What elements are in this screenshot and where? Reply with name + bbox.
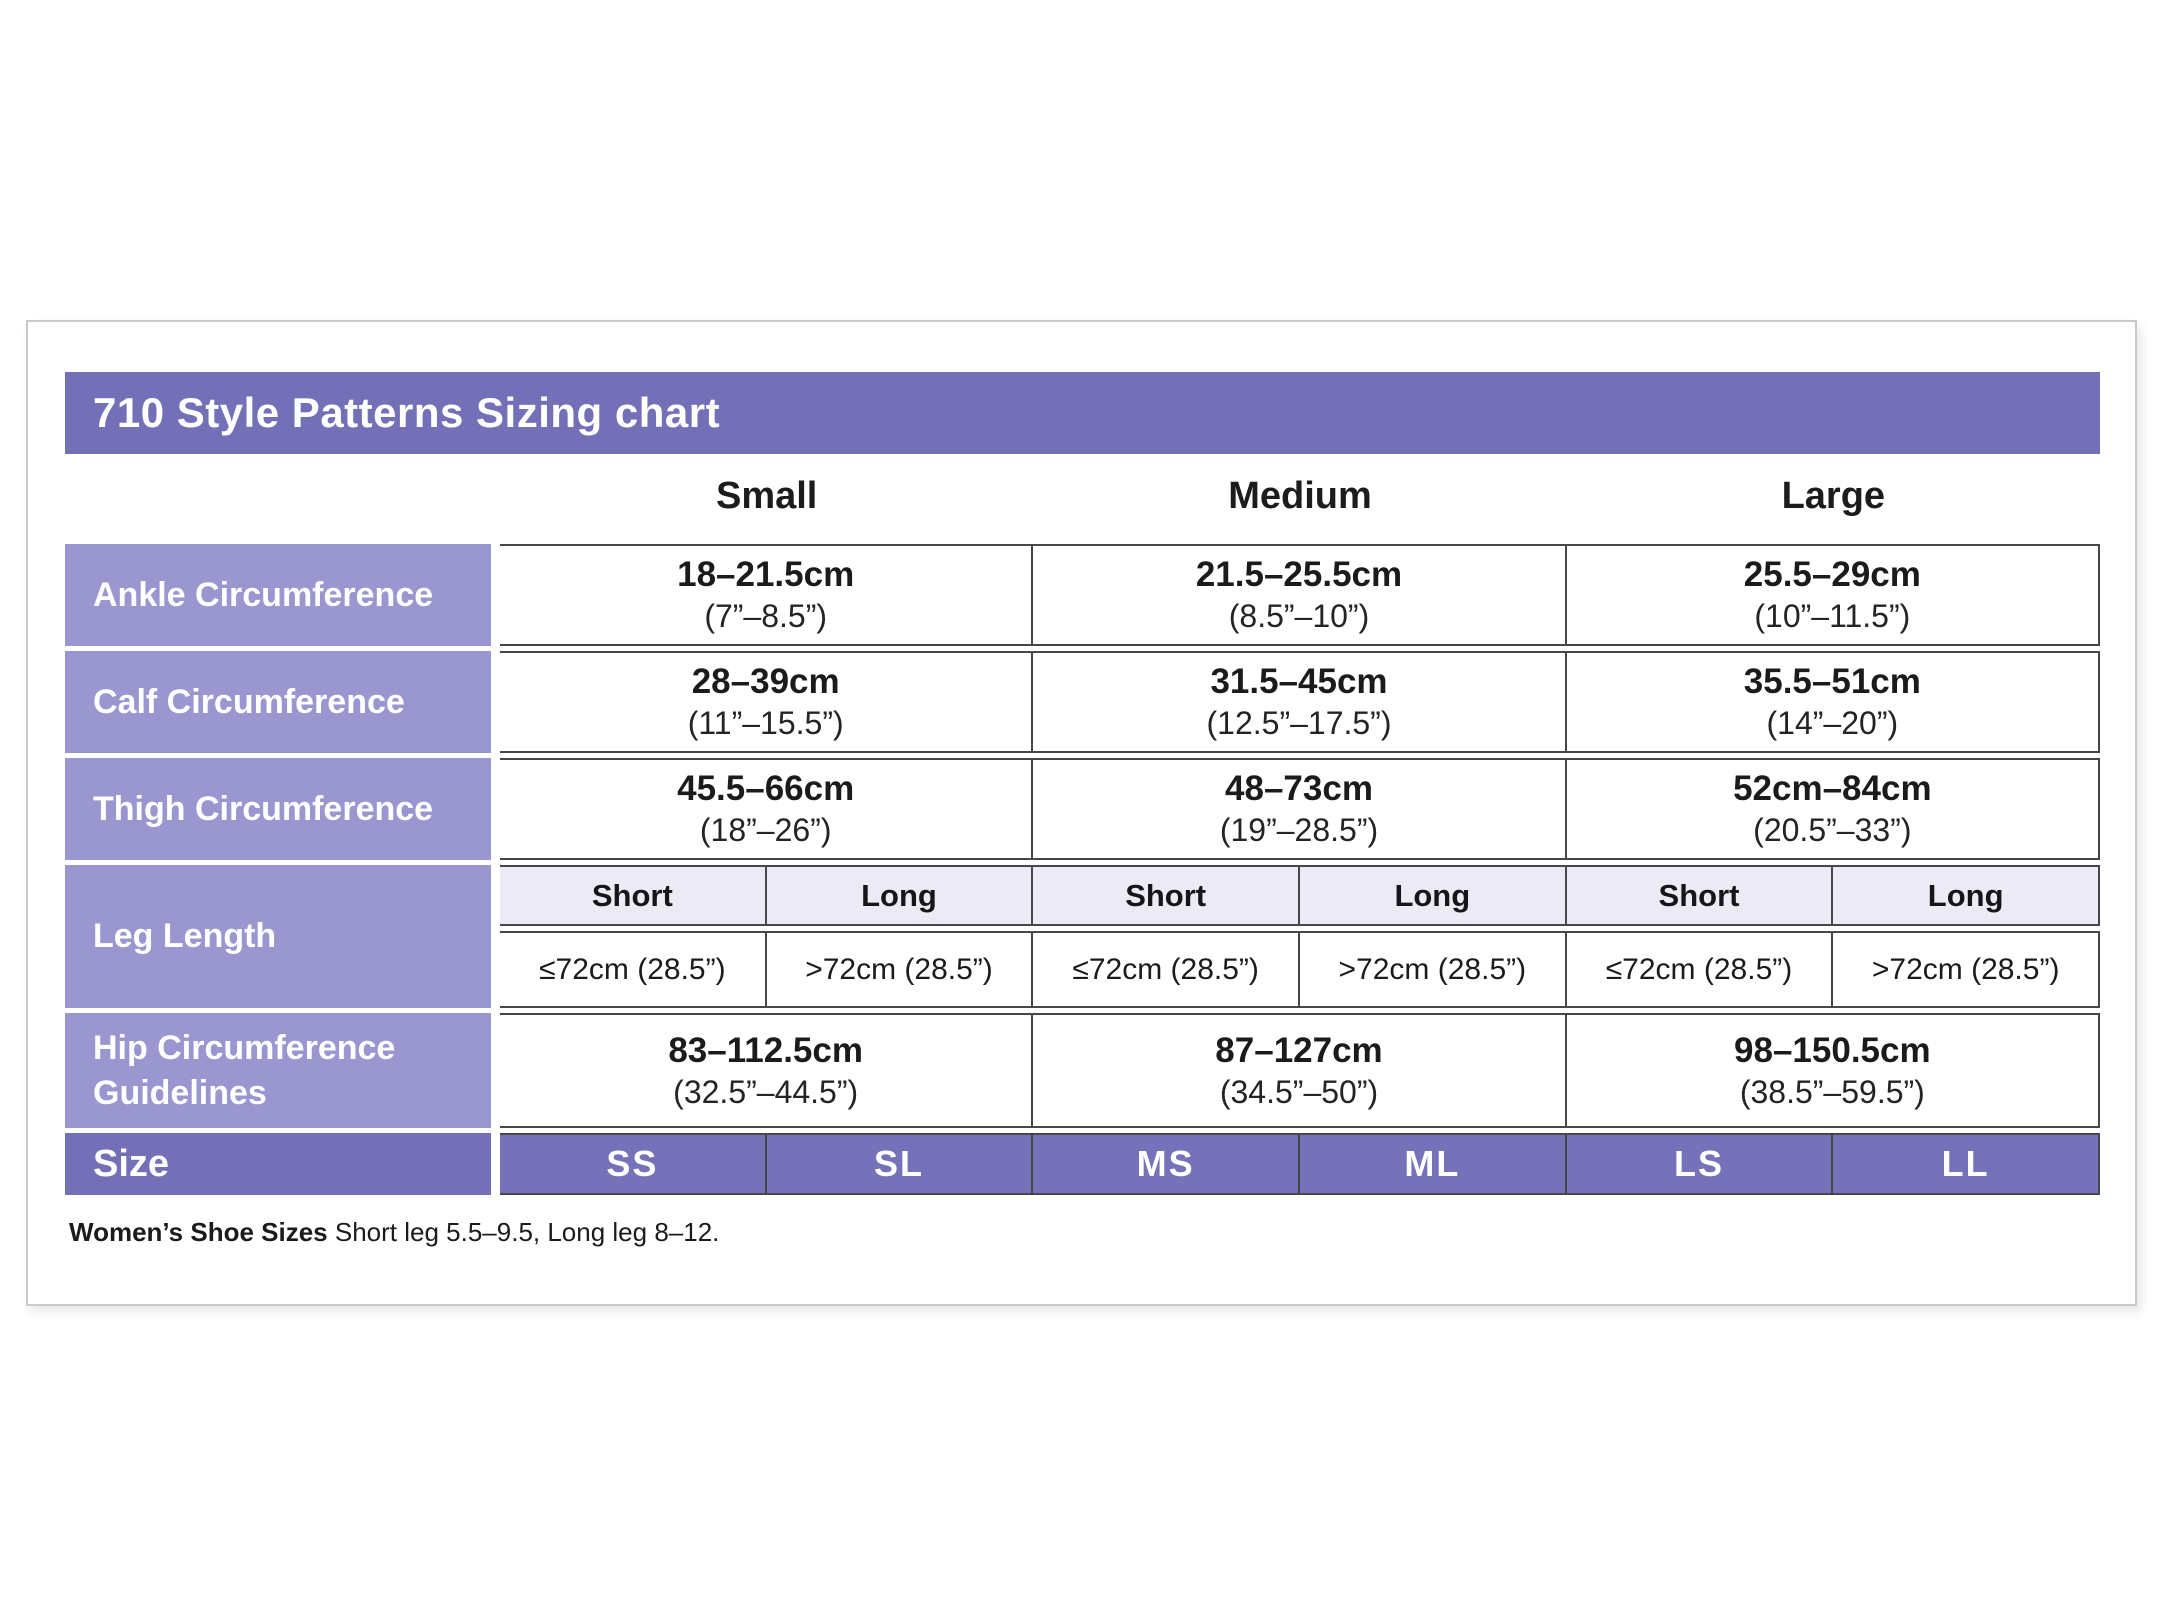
- hip-large-cm: 98–150.5cm: [1734, 1030, 1931, 1070]
- chart-title: 710 Style Patterns Sizing chart: [93, 389, 721, 436]
- leg-subheader-small-long: Long: [766, 865, 1034, 926]
- thigh-large-inch: (20.5”–33”): [1753, 812, 1912, 848]
- header-spacer: [65, 454, 500, 539]
- hip-large-inch: (38.5”–59.5”): [1739, 1073, 1925, 1110]
- ankle-small-cell: 18–21.5cm (7”–8.5”): [500, 544, 1034, 646]
- calf-small-cell: 28–39cm (11”–15.5”): [500, 651, 1034, 753]
- row-label-ankle: Ankle Circumference: [65, 544, 500, 646]
- leg-subheader-small-short: Short: [500, 865, 767, 926]
- calf-medium-cell: 31.5–45cm (12.5”–17.5”): [1033, 651, 1567, 753]
- leg-value-medium-long: >72cm (28.5”): [1299, 931, 1567, 1008]
- thigh-small-cell: 45.5–66cm (18”–26”): [500, 758, 1034, 860]
- calf-small-cm: 28–39cm: [691, 662, 840, 701]
- footnote-bold-label: Women’s Shoe Sizes: [69, 1217, 328, 1247]
- leg-value-small-long: >72cm (28.5”): [766, 931, 1034, 1008]
- footnote-text: Short leg 5.5–9.5, Long leg 8–12.: [327, 1217, 720, 1247]
- ankle-large-cell: 25.5–29cm (10”–11.5”): [1566, 544, 2100, 646]
- sizing-table: Small Medium Large Ankle Circumference 1…: [65, 454, 2100, 1195]
- column-header-large: Large: [1781, 475, 1886, 517]
- ankle-medium-cell: 21.5–25.5cm (8.5”–10”): [1033, 544, 1567, 646]
- leg-subheader-medium-short: Short: [1033, 865, 1300, 926]
- thigh-large-cell: 52cm–84cm (20.5”–33”): [1566, 758, 2100, 860]
- hip-large-cell: 98–150.5cm (38.5”–59.5”): [1566, 1013, 2100, 1128]
- calf-large-cell: 35.5–51cm (14”–20”): [1566, 651, 2100, 753]
- thigh-medium-inch: (19”–28.5”): [1219, 812, 1379, 848]
- size-cell-ml: ML: [1299, 1133, 1567, 1195]
- calf-medium-cm: 31.5–45cm: [1210, 662, 1388, 701]
- size-cell-ss: SS: [500, 1133, 767, 1195]
- ankle-small-cm: 18–21.5cm: [677, 555, 855, 594]
- hip-medium-inch: (34.5”–50”): [1219, 1073, 1379, 1110]
- calf-large-cm: 35.5–51cm: [1743, 662, 1921, 701]
- thigh-large-cm: 52cm–84cm: [1733, 769, 1932, 808]
- leg-value-medium-short: ≤72cm (28.5”): [1033, 931, 1300, 1008]
- shoe-size-footnote: Women’s Shoe Sizes Short leg 5.5–9.5, Lo…: [69, 1217, 2097, 1248]
- calf-small-inch: (11”–15.5”): [687, 705, 844, 741]
- sizing-chart-card: 710 Style Patterns Sizing chart Small Me…: [26, 320, 2137, 1306]
- row-label-calf: Calf Circumference: [65, 651, 500, 753]
- ankle-medium-inch: (8.5”–10”): [1228, 598, 1370, 634]
- leg-value-large-short: ≤72cm (28.5”): [1566, 931, 1834, 1008]
- ankle-small-inch: (7”–8.5”): [704, 598, 828, 634]
- hip-small-cell: 83–112.5cm (32.5”–44.5”): [500, 1013, 1034, 1128]
- leg-subheader-medium-long: Long: [1299, 865, 1567, 926]
- column-header-small: Small: [715, 475, 818, 517]
- row-label-size: Size: [65, 1133, 500, 1195]
- size-cell-sl: SL: [766, 1133, 1034, 1195]
- thigh-medium-cell: 48–73cm (19”–28.5”): [1033, 758, 1567, 860]
- ankle-large-inch: (10”–11.5”): [1754, 598, 1911, 634]
- thigh-medium-cm: 48–73cm: [1225, 769, 1373, 808]
- ankle-large-cm: 25.5–29cm: [1743, 555, 1921, 594]
- row-label-leg-length: Leg Length: [65, 865, 500, 1008]
- row-label-thigh: Thigh Circumference: [65, 758, 500, 860]
- leg-subheader-large-long: Long: [1833, 865, 2100, 926]
- calf-medium-inch: (12.5”–17.5”): [1206, 705, 1392, 741]
- thigh-small-inch: (18”–26”): [699, 812, 832, 848]
- row-label-hip: Hip Circumference Guidelines: [65, 1013, 500, 1128]
- chart-title-bar: 710 Style Patterns Sizing chart: [65, 372, 2100, 454]
- hip-small-cm: 83–112.5cm: [668, 1030, 863, 1070]
- hip-small-inch: (32.5”–44.5”): [673, 1073, 859, 1110]
- size-cell-ls: LS: [1566, 1133, 1834, 1195]
- column-header-medium: Medium: [1228, 475, 1372, 517]
- leg-value-large-long: >72cm (28.5”): [1833, 931, 2100, 1008]
- hip-medium-cm: 87–127cm: [1215, 1030, 1383, 1070]
- size-cell-ms: MS: [1033, 1133, 1300, 1195]
- size-cell-ll: LL: [1833, 1133, 2100, 1195]
- ankle-medium-cm: 21.5–25.5cm: [1195, 555, 1403, 594]
- calf-large-inch: (14”–20”): [1766, 705, 1899, 741]
- thigh-small-cm: 45.5–66cm: [677, 769, 855, 808]
- hip-medium-cell: 87–127cm (34.5”–50”): [1033, 1013, 1567, 1128]
- leg-value-small-short: ≤72cm (28.5”): [500, 931, 767, 1008]
- leg-subheader-large-short: Short: [1566, 865, 1834, 926]
